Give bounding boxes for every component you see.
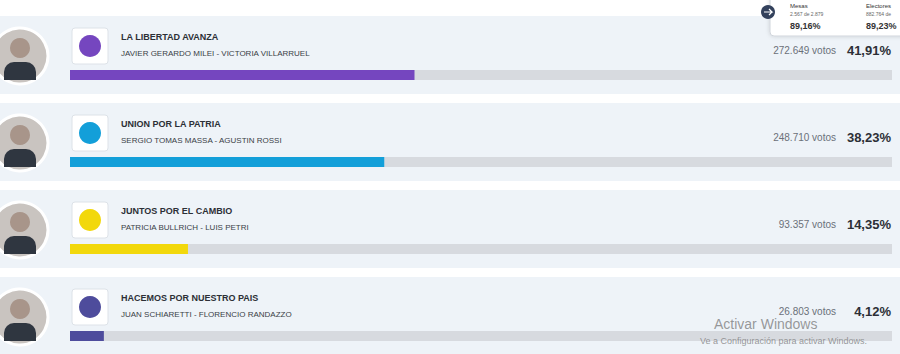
svg-text:UNION POR LA PATRIA: UNION POR LA PATRIA [121, 119, 221, 129]
svg-text:14,35%: 14,35% [847, 217, 892, 232]
svg-text:41,91%: 41,91% [847, 43, 892, 58]
svg-text:93.357 votos: 93.357 votos [779, 219, 836, 230]
svg-text:Electores: Electores [866, 3, 891, 9]
svg-text:SERGIO TOMAS MASSA - AGUSTIN R: SERGIO TOMAS MASSA - AGUSTIN ROSSI [121, 136, 282, 145]
svg-text:JUNTOS POR EL CAMBIO: JUNTOS POR EL CAMBIO [121, 206, 232, 216]
svg-text:89,16%: 89,16% [790, 21, 821, 31]
svg-text:JAVIER GERARDO MILEI - VICTORI: JAVIER GERARDO MILEI - VICTORIA VILLARRU… [121, 49, 310, 58]
svg-text:26.803 votos: 26.803 votos [779, 306, 836, 317]
svg-text:Activar Windows: Activar Windows [714, 316, 817, 332]
svg-text:4,12%: 4,12% [854, 304, 891, 319]
svg-text:38,23%: 38,23% [847, 130, 892, 145]
svg-text:272.649 votos: 272.649 votos [773, 45, 836, 56]
svg-text:882.764 de: 882.764 de [866, 11, 891, 17]
svg-text:PATRICIA BULLRICH - LUIS PETRI: PATRICIA BULLRICH - LUIS PETRI [121, 223, 249, 232]
svg-text:248.710 votos: 248.710 votos [773, 132, 836, 143]
svg-text:2.567 de 2.879: 2.567 de 2.879 [790, 11, 824, 17]
svg-text:HACEMOS POR NUESTRO PAIS: HACEMOS POR NUESTRO PAIS [121, 293, 258, 303]
svg-text:LA LIBERTAD AVANZA: LA LIBERTAD AVANZA [121, 32, 219, 42]
svg-text:89,23%: 89,23% [866, 21, 897, 31]
svg-text:Mesas: Mesas [790, 3, 808, 9]
svg-text:JUAN SCHIARETTI - FLORENCIO RA: JUAN SCHIARETTI - FLORENCIO RANDAZZO [121, 310, 292, 319]
svg-text:Ve a Configuración para activa: Ve a Configuración para activar Windows. [700, 336, 867, 346]
